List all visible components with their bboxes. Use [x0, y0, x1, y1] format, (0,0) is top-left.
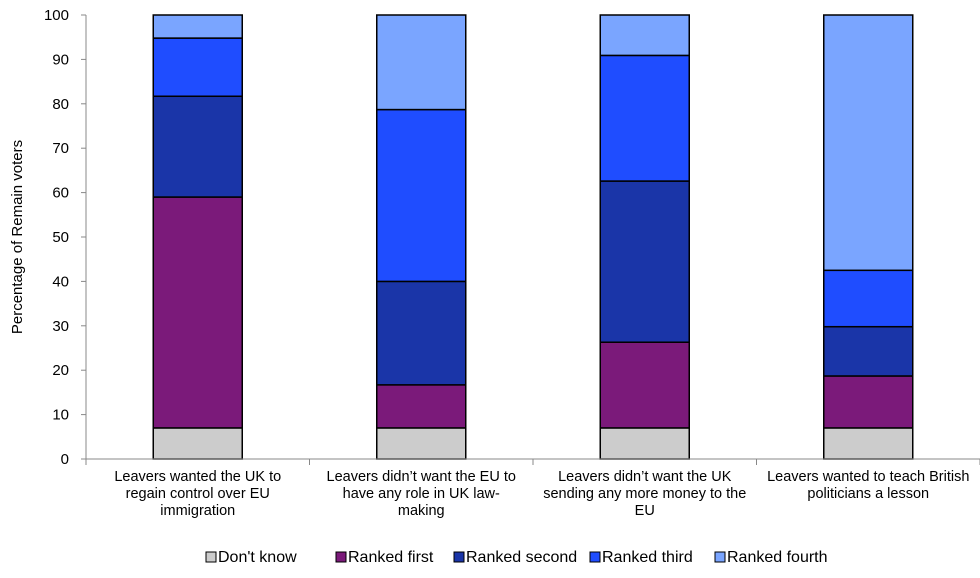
x-axis: Leavers wanted the UK to regain control o…	[85, 458, 980, 519]
y-tick-label: 30	[52, 318, 69, 335]
legend-label: Ranked second	[466, 549, 577, 566]
legend-label: Ranked fourth	[727, 549, 828, 566]
bar-segment	[376, 14, 467, 111]
bar-segment	[599, 427, 690, 460]
y-tick-label: 70	[52, 140, 69, 157]
y-tick-label: 60	[52, 185, 69, 202]
bar-segment	[376, 427, 467, 460]
y-tick-label: 90	[52, 51, 69, 68]
bar-segment	[376, 384, 467, 429]
bar-segment	[376, 280, 467, 386]
bar-segment	[823, 427, 914, 460]
bars	[152, 14, 914, 460]
bar-segment	[599, 180, 690, 343]
legend: Don't know Ranked first Ranked second Ranke…	[205, 549, 828, 566]
y-tick-label: 0	[61, 451, 69, 468]
legend-swatch	[335, 551, 347, 563]
x-tick-label: Leavers didn’t want the UK sending any mo…	[543, 469, 746, 519]
bar-segment	[152, 95, 243, 198]
legend-swatch	[714, 551, 726, 563]
x-tick-label: Leavers didn’t want the EU to have any ro…	[327, 469, 516, 519]
legend-label: Don't know	[218, 549, 297, 566]
bar-segment	[152, 14, 243, 39]
y-tick-label: 50	[52, 229, 69, 246]
y-tick-label: 100	[44, 7, 69, 24]
bar-segment	[823, 14, 914, 272]
bar-segment	[823, 325, 914, 377]
bar-segment	[823, 375, 914, 429]
bar-segment	[599, 14, 690, 57]
bar-segment	[823, 269, 914, 328]
y-axis: 0 10 20 30 40 50 60 70 80 90 100	[44, 7, 87, 468]
x-tick-label: Leavers wanted the UK to regain control o…	[114, 469, 281, 519]
bar-segment	[599, 54, 690, 182]
y-tick-label: 20	[52, 362, 69, 379]
y-axis-label: Percentage of Remain voters	[9, 140, 26, 334]
y-tick-label: 80	[52, 96, 69, 113]
y-tick-label: 10	[52, 407, 69, 424]
legend-swatch	[205, 551, 217, 563]
x-tick-label: Leavers wanted to teach British politicia…	[767, 469, 969, 502]
bar-segment	[152, 196, 243, 429]
legend-swatch	[453, 551, 465, 563]
y-tick-label: 40	[52, 273, 69, 290]
bar-segment	[376, 108, 467, 283]
legend-label: Ranked first	[348, 549, 434, 566]
bar-segment	[152, 37, 243, 98]
legend-label: Ranked third	[602, 549, 693, 566]
legend-swatch	[589, 551, 601, 563]
bar-segment	[152, 427, 243, 460]
bar-segment	[599, 341, 690, 429]
